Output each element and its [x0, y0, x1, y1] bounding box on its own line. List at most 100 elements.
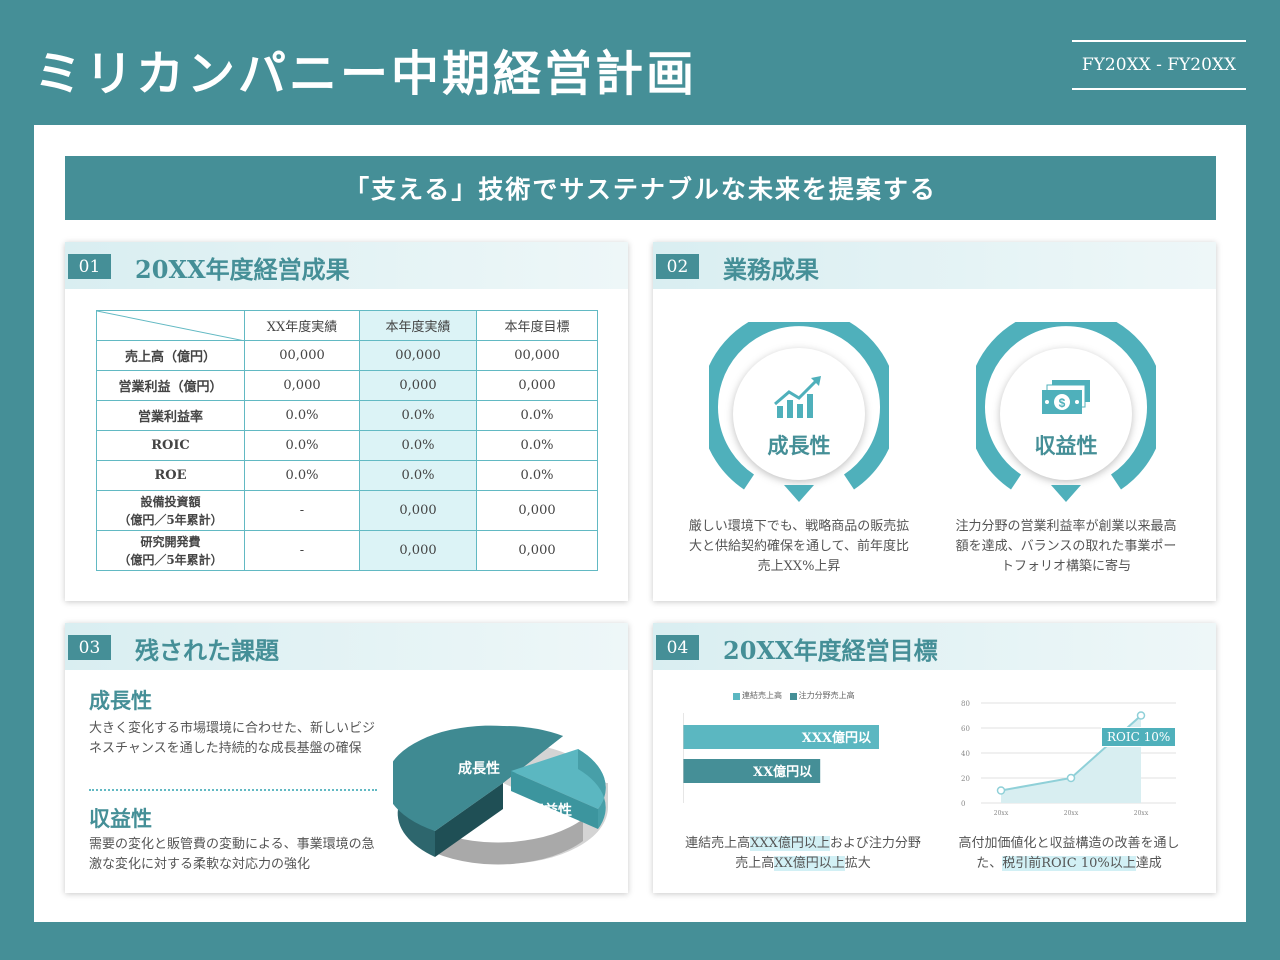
table-cell: 0.0% [244, 460, 360, 491]
pie-label-growth: 成長性 [458, 760, 500, 777]
table-cell: 0.0% [359, 400, 477, 431]
panel-targets: 04 20XX年度経営目標 連結売上高 注力分野売上高 XXX億円以 XX億円以 … [653, 623, 1216, 893]
column-header: 本年度実績 [359, 310, 477, 341]
business-desc: 厳しい環境下でも、戦略商品の販売拡大と供給契約確保を通して、前年度比売上XX%上… [688, 519, 910, 574]
table-row: 売上高（億円） 00,000 00,000 00,000 [96, 340, 598, 371]
panel-results: 01 20XX年度経営成果 XX年度実績 本年度実績 本年度目標 売上高（億円）… [65, 242, 628, 601]
desc-text: 連結売上高 [685, 836, 751, 851]
legend-label: 注力分野売上高 [798, 691, 855, 700]
row-label-main: 設備投資額 [140, 494, 201, 509]
table-cell: 00,000 [359, 340, 477, 371]
table-cell: 0.0% [244, 430, 360, 461]
table-cell: - [244, 530, 360, 571]
table-row: ROIC 0.0% 0.0% 0.0% [96, 430, 598, 461]
panel-header [65, 242, 628, 289]
chart-legend: 連結売上高 注力分野売上高 [733, 690, 855, 701]
panel-title: 業務成果 [723, 255, 819, 284]
roic-badge: ROIC 10% [1101, 727, 1177, 747]
panel-number: 03 [68, 635, 111, 660]
target-desc-left: 連結売上高XXX億円以上および注力分野売上高XX億円以上拡大 [683, 834, 923, 874]
page-title: ミリカンパニー中期経営計画 [34, 46, 698, 102]
x-tick-label: 20xx [994, 810, 1009, 817]
desc-text: 高付加価値化と収益構造の改善を通した、 [958, 836, 1180, 871]
area-fill [1001, 715, 1141, 803]
row-label: 設備投資額 （億円／5年累計） [96, 490, 245, 531]
bar-1 [683, 759, 821, 783]
data-point [1066, 773, 1076, 783]
ring-label: 成長性 [767, 433, 831, 458]
divider [89, 789, 377, 791]
table-cell: 0,000 [359, 490, 477, 531]
issue-text: 大きく変化する市場環境に合わせた、新しいビジネスチャンスを通した持続的な成長基盤… [89, 721, 376, 756]
y-tick-label: 20 [961, 775, 970, 783]
desc-highlight: XXX億円以上 [750, 836, 830, 851]
panel-header [65, 623, 628, 670]
x-tick-label: 20xx [1134, 810, 1149, 817]
panel-header [653, 242, 1216, 289]
desc-text: および注力分野売上高 [735, 836, 921, 871]
panel-number: 01 [68, 254, 111, 279]
row-label-sub: （億円／5年累計） [118, 512, 223, 527]
table-cell: 0.0% [476, 460, 598, 491]
panel-number: 04 [656, 635, 699, 660]
table-cell: 0,000 [359, 370, 477, 401]
row-label: 研究開発費 （億円／5年累計） [96, 530, 245, 571]
bar-label: XXX億円以 [802, 730, 871, 746]
ring-profit: $ 収益性 [967, 308, 1165, 512]
desc-text: 拡大 [844, 856, 871, 871]
table-cell: 0,000 [244, 370, 360, 401]
desc-highlight: XX億円以上 [774, 856, 845, 871]
table-corner-cell [96, 310, 245, 341]
money-icon: $ [1042, 380, 1090, 414]
bar-0 [683, 725, 879, 749]
table-row: 営業利益率 0.0% 0.0% 0.0% [96, 400, 598, 431]
legend-swatch [789, 692, 797, 700]
row-label: 営業利益率 [96, 400, 245, 431]
table-cell: 0.0% [476, 430, 598, 461]
table-cell: 0,000 [359, 530, 477, 571]
content-sheet: 「支える」技術でサステナブルな未来を提案する 01 20XX年度経営成果 XX年… [34, 125, 1246, 922]
table-row: 研究開発費 （億円／5年累計） - 0,000 0,000 [96, 530, 598, 571]
table-cell: 0.0% [359, 430, 477, 461]
table-cell: 00,000 [476, 340, 598, 371]
data-point [1136, 711, 1146, 720]
svg-text:$: $ [1059, 396, 1066, 410]
panel-title: 20XX年度経営成果 [135, 255, 350, 284]
area-chart: 80 60 40 20 0 20xx 20xx 20xx [961, 700, 1176, 817]
pie-label-profit: 収益性 [530, 802, 572, 819]
table-cell: 0.0% [359, 460, 477, 491]
y-tick-label: 40 [961, 750, 970, 758]
column-header: 本年度目標 [476, 310, 598, 341]
ring-growth: 成長性 [700, 308, 898, 512]
business-desc: 注力分野の営業利益率が創業以来最高額を達成、バランスの取れた事業ポートフォリオ構… [955, 519, 1177, 574]
bar-chart: XXX億円以 XX億円以 [683, 713, 879, 803]
issue-heading: 成長性 [89, 688, 152, 713]
y-tick-label: 80 [961, 700, 970, 708]
growth-chart-icon [774, 376, 821, 418]
data-point [996, 786, 1006, 795]
bar-label: XX億円以 [753, 764, 812, 780]
panel-number: 02 [656, 254, 699, 279]
legend-label: 連結売上高 [742, 691, 782, 700]
slogan-banner: 「支える」技術でサステナブルな未来を提案する [65, 156, 1216, 220]
results-table: XX年度実績 本年度実績 本年度目標 売上高（億円） 00,000 00,000… [96, 310, 598, 571]
row-label: ROIC [96, 430, 245, 461]
table-row: ROE 0.0% 0.0% 0.0% [96, 460, 598, 491]
legend-swatch [733, 692, 740, 700]
issue-text: 需要の変化と販管費の変動による、事業環境の急激な変化に対する柔軟な対応力の強化 [89, 837, 375, 872]
table-cell: - [244, 490, 360, 531]
desc-highlight: 税引前ROIC 10%以上 [1002, 856, 1136, 871]
row-label-sub: （億円／5年累計） [118, 552, 223, 567]
table-cell: 00,000 [244, 340, 360, 371]
x-tick-label: 20xx [1064, 810, 1079, 817]
panel-header [653, 623, 1216, 670]
table-cell: 0,000 [476, 490, 598, 531]
ring-label: 収益性 [1034, 433, 1098, 458]
row-label: ROE [96, 460, 245, 491]
table-cell: 0.0% [476, 400, 598, 431]
issue-heading: 収益性 [89, 806, 152, 831]
column-header: XX年度実績 [244, 310, 360, 341]
diagonal-line [97, 311, 245, 341]
panel-issues: 03 残された課題 成長性 大きく変化する市場環境に合わせた、新しいビジネスチャ… [65, 623, 628, 893]
table-cell: 0.0% [244, 400, 360, 431]
